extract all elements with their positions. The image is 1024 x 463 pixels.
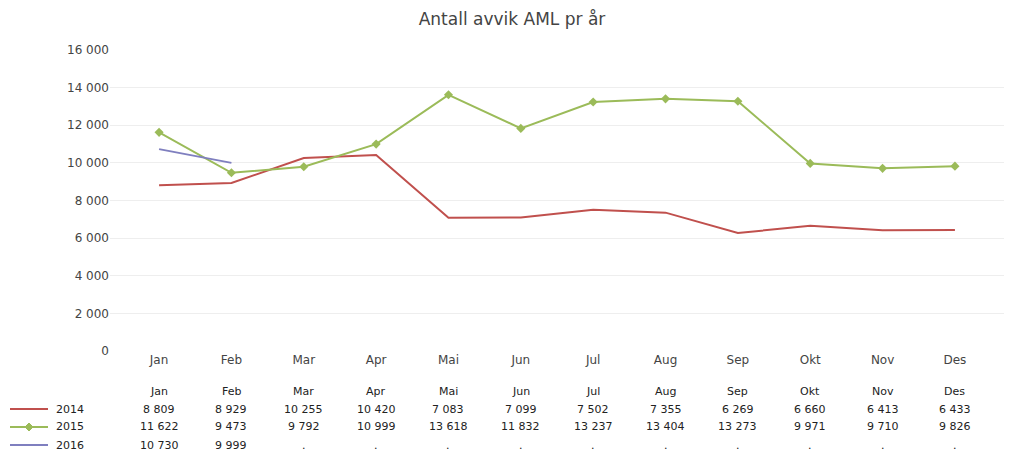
svg-text:6 660: 6 660 (794, 403, 826, 416)
svg-text:10 255: 10 255 (284, 403, 323, 416)
svg-text:Nov: Nov (871, 353, 894, 367)
svg-text:Jan: Jan (149, 353, 169, 367)
svg-text:.: . (302, 439, 306, 452)
svg-text:14 000: 14 000 (67, 81, 109, 95)
svg-text:Aug: Aug (655, 385, 676, 398)
svg-text:Apr: Apr (366, 353, 387, 367)
svg-text:.: . (953, 439, 957, 452)
svg-text:.: . (736, 439, 740, 452)
svg-text:11 622: 11 622 (140, 420, 179, 433)
svg-text:10 420: 10 420 (357, 403, 396, 416)
svg-text:7 083: 7 083 (432, 403, 464, 416)
svg-text:16 000: 16 000 (67, 43, 109, 57)
svg-text:8 929: 8 929 (215, 403, 247, 416)
svg-text:.: . (519, 439, 523, 452)
svg-text:.: . (808, 439, 812, 452)
svg-text:.: . (664, 439, 668, 452)
svg-text:13 618: 13 618 (429, 420, 468, 433)
svg-text:6 433: 6 433 (939, 403, 971, 416)
svg-text:Sep: Sep (727, 353, 750, 367)
svg-text:Jun: Jun (512, 385, 530, 398)
svg-text:Jun: Jun (510, 353, 530, 367)
svg-text:11 832: 11 832 (501, 420, 540, 433)
svg-text:Mai: Mai (439, 385, 458, 398)
svg-text:Des: Des (944, 385, 965, 398)
svg-text:Mai: Mai (438, 353, 459, 367)
svg-text:7 502: 7 502 (577, 403, 609, 416)
svg-text:Okt: Okt (800, 353, 821, 367)
svg-text:Sep: Sep (727, 385, 748, 398)
svg-text:Jan: Jan (150, 385, 168, 398)
svg-text:2 000: 2 000 (75, 307, 109, 321)
svg-text:Mar: Mar (293, 385, 314, 398)
svg-text:10 000: 10 000 (67, 156, 109, 170)
svg-text:Apr: Apr (366, 385, 386, 398)
svg-text:9 999: 9 999 (215, 439, 247, 452)
svg-text:.: . (881, 439, 885, 452)
svg-text:2014: 2014 (56, 403, 84, 416)
svg-text:8 000: 8 000 (75, 194, 109, 208)
svg-text:12 000: 12 000 (67, 118, 109, 132)
svg-text:6 413: 6 413 (867, 403, 899, 416)
svg-text:9 792: 9 792 (288, 420, 320, 433)
svg-text:.: . (446, 439, 450, 452)
svg-text:Jul: Jul (586, 385, 600, 398)
svg-text:Antall avvik AML pr år: Antall avvik AML pr år (419, 9, 606, 29)
svg-text:4 000: 4 000 (75, 269, 109, 283)
svg-text:9 473: 9 473 (215, 420, 247, 433)
svg-text:.: . (591, 439, 595, 452)
svg-text:9 710: 9 710 (867, 420, 899, 433)
svg-text:.: . (374, 439, 378, 452)
svg-text:6 000: 6 000 (75, 231, 109, 245)
svg-text:0: 0 (101, 344, 109, 358)
svg-text:Jul: Jul (585, 353, 600, 367)
svg-text:10 730: 10 730 (140, 439, 179, 452)
svg-text:10 999: 10 999 (357, 420, 396, 433)
svg-text:Feb: Feb (222, 385, 241, 398)
svg-text:Okt: Okt (800, 385, 820, 398)
svg-text:Aug: Aug (654, 353, 677, 367)
svg-text:Nov: Nov (872, 385, 894, 398)
svg-text:2015: 2015 (56, 420, 84, 433)
svg-text:Feb: Feb (221, 353, 242, 367)
svg-text:9 826: 9 826 (939, 420, 971, 433)
svg-text:9 971: 9 971 (794, 420, 826, 433)
svg-text:8 809: 8 809 (143, 403, 175, 416)
svg-text:2016: 2016 (56, 439, 84, 452)
svg-text:13 404: 13 404 (646, 420, 685, 433)
svg-text:13 273: 13 273 (718, 420, 757, 433)
svg-text:Mar: Mar (292, 353, 315, 367)
svg-text:Des: Des (943, 353, 966, 367)
svg-text:7 355: 7 355 (650, 403, 682, 416)
svg-text:7 099: 7 099 (505, 403, 537, 416)
svg-text:6 269: 6 269 (722, 403, 754, 416)
svg-text:13 237: 13 237 (574, 420, 613, 433)
